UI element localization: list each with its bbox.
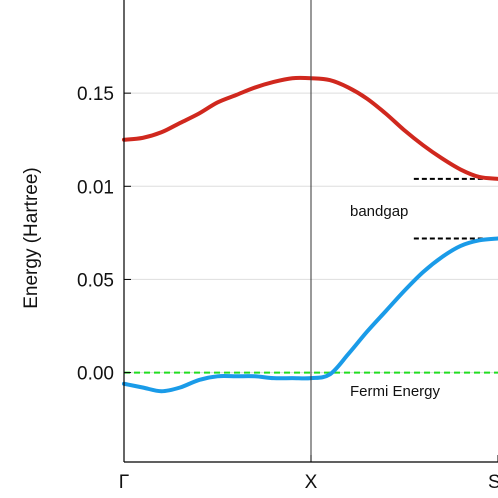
x-tick-label: S: [488, 472, 498, 493]
plot-axes: [123, 0, 498, 463]
bandgap-markers: [413, 177, 498, 240]
x-tick-label: Γ: [119, 472, 129, 493]
fermi-energy-label: Fermi Energy: [350, 383, 441, 400]
y-tick-label: 0.00: [77, 364, 114, 385]
y-axis-title: Energy (Hartree): [21, 167, 42, 309]
tick-labels: 0.00 0.05 0.01 0.15 Γ X S: [77, 84, 498, 493]
x-tick-label: X: [305, 472, 318, 493]
y-tick-label: 0.01: [77, 177, 114, 198]
y-tick-label: 0.15: [77, 84, 114, 105]
y-tick-label: 0.05: [77, 270, 114, 291]
bandgap-label: bandgap: [350, 203, 408, 220]
